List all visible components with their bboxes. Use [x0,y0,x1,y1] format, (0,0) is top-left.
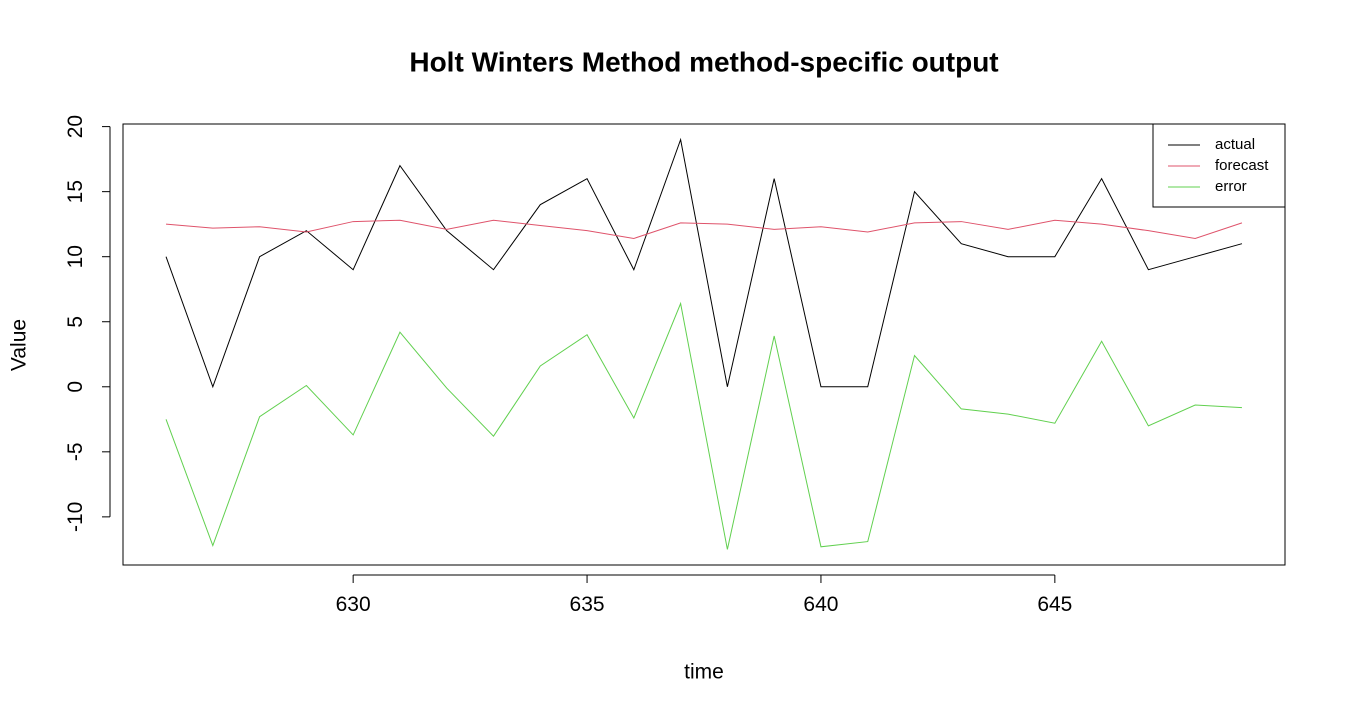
y-tick-label: 20 [64,115,87,138]
legend-label: actual [1215,136,1255,153]
x-tick-label: 635 [570,593,605,616]
legend-label: error [1215,178,1247,195]
y-tick-label: -5 [64,442,87,461]
legend-label: forecast [1215,157,1269,174]
y-tick-label: 5 [64,316,87,328]
x-tick-label: 640 [803,593,838,616]
y-tick-label: 0 [64,381,87,393]
y-tick-label: 10 [64,245,87,268]
plot-box [122,123,1286,566]
x-tick-label: 630 [336,593,371,616]
series-line [165,219,1243,239]
series-line [165,301,1242,550]
y-axis-label: Value [8,319,31,371]
x-axis-label: time [684,661,724,684]
y-tick-label: -10 [64,502,87,532]
series-line [165,137,1243,389]
chart-title: Holt Winters Method method-specific outp… [409,46,998,77]
x-tick-label: 645 [1037,593,1072,616]
y-tick-label: 15 [64,180,87,203]
